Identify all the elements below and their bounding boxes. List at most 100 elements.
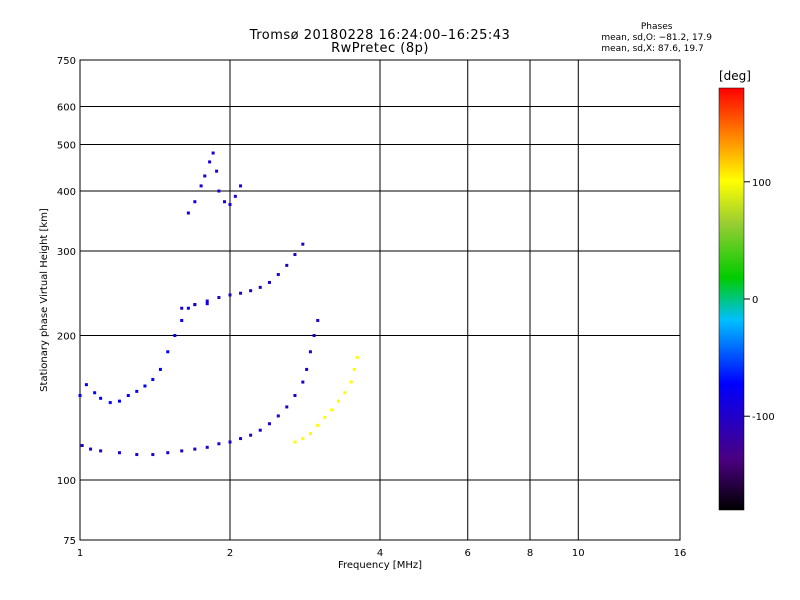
x-tick-label: 1 bbox=[77, 548, 83, 559]
data-point bbox=[276, 414, 280, 418]
data-point bbox=[239, 184, 243, 188]
data-point bbox=[349, 380, 353, 384]
data-point bbox=[217, 296, 221, 300]
data-point bbox=[285, 263, 289, 267]
data-point bbox=[293, 394, 297, 398]
data-point bbox=[135, 453, 139, 457]
data-point bbox=[343, 391, 347, 395]
x-tick-label: 4 bbox=[377, 548, 383, 559]
data-point bbox=[186, 211, 190, 215]
data-point bbox=[117, 451, 121, 455]
data-point bbox=[117, 399, 121, 403]
data-point bbox=[126, 394, 130, 398]
data-point bbox=[193, 303, 197, 307]
data-point bbox=[276, 273, 280, 277]
data-point bbox=[228, 293, 232, 297]
y-tick-label: 500 bbox=[57, 141, 76, 152]
data-point bbox=[258, 285, 262, 289]
data-point bbox=[166, 350, 170, 354]
data-point bbox=[217, 442, 221, 446]
y-tick-label: 750 bbox=[57, 56, 76, 67]
grid-lines bbox=[80, 60, 680, 540]
data-point bbox=[205, 445, 209, 449]
data-point bbox=[352, 367, 356, 371]
data-point bbox=[135, 389, 139, 393]
data-point bbox=[151, 377, 155, 381]
data-point bbox=[158, 367, 162, 371]
data-points bbox=[78, 151, 359, 457]
data-point bbox=[301, 437, 305, 441]
data-point bbox=[180, 318, 184, 322]
data-point bbox=[78, 394, 82, 398]
data-point bbox=[293, 440, 297, 444]
data-point bbox=[249, 289, 253, 293]
colorbar-label: [deg] bbox=[719, 69, 751, 83]
phases-line-o: mean, sd,O: −81.2, 17.9 bbox=[601, 33, 712, 43]
x-axis-label: Frequency [MHz] bbox=[338, 560, 422, 571]
phases-line-x: mean, sd,X: 87.6, 19.7 bbox=[601, 44, 704, 54]
data-point bbox=[215, 169, 219, 173]
colorbar bbox=[718, 87, 745, 511]
data-point bbox=[239, 291, 243, 295]
data-point bbox=[80, 444, 84, 448]
data-point bbox=[308, 432, 312, 436]
data-point bbox=[249, 433, 253, 437]
phases-legend: Phases mean, sd,O: −81.2, 17.9 mean, sd,… bbox=[601, 22, 712, 55]
data-point bbox=[355, 355, 359, 359]
data-point bbox=[228, 440, 232, 444]
data-point bbox=[316, 423, 320, 427]
data-point bbox=[205, 299, 209, 303]
colorbar-tick-label: 100 bbox=[752, 178, 771, 189]
data-point bbox=[143, 384, 147, 388]
data-point bbox=[99, 396, 103, 400]
y-tick-label: 300 bbox=[57, 247, 76, 258]
y-axis-label: Stationary phase Virtual Height [km] bbox=[39, 208, 50, 392]
data-point bbox=[89, 447, 93, 451]
data-point bbox=[193, 200, 197, 204]
data-point bbox=[151, 453, 155, 457]
data-point bbox=[193, 447, 197, 451]
axes: 1 2 4 6 8 10 16 75 100 200 300 400 500 600 750 bbox=[57, 56, 686, 559]
data-point bbox=[93, 391, 97, 395]
data-point bbox=[205, 302, 209, 306]
data-point bbox=[203, 174, 207, 178]
x-tick-label: 16 bbox=[674, 548, 687, 559]
data-point bbox=[267, 280, 271, 284]
data-point bbox=[84, 383, 88, 387]
y-tick-label: 400 bbox=[57, 187, 76, 198]
y-tick-label: 75 bbox=[63, 536, 76, 547]
colorbar-ticks: 100 0 -100 bbox=[744, 178, 775, 423]
chart-subtitle: RwPretec (8p) bbox=[331, 41, 429, 56]
data-point bbox=[239, 437, 243, 441]
x-tick-label: 10 bbox=[572, 548, 585, 559]
colorbar-tick-label: -100 bbox=[752, 412, 775, 423]
data-point bbox=[308, 350, 312, 354]
data-point bbox=[186, 306, 190, 310]
data-point bbox=[108, 401, 112, 405]
data-point bbox=[173, 334, 177, 338]
data-point bbox=[330, 408, 334, 412]
phases-title: Phases bbox=[640, 22, 673, 32]
x-tick-label: 6 bbox=[465, 548, 471, 559]
data-point bbox=[312, 334, 316, 338]
data-point bbox=[233, 194, 237, 198]
data-point bbox=[301, 380, 305, 384]
y-tick-label: 600 bbox=[57, 103, 76, 114]
data-point bbox=[336, 399, 340, 403]
data-point bbox=[199, 184, 203, 188]
colorbar-tick-label: 0 bbox=[752, 295, 758, 306]
data-point bbox=[258, 428, 262, 432]
data-point bbox=[180, 306, 184, 310]
data-point bbox=[316, 318, 320, 322]
data-point bbox=[323, 415, 327, 419]
data-point bbox=[180, 449, 184, 453]
data-point bbox=[301, 242, 305, 246]
data-point bbox=[223, 200, 227, 204]
chart-title: Tromsø 20180228 16:24:00–16:25:43 bbox=[249, 28, 511, 43]
data-point bbox=[99, 449, 103, 453]
data-point bbox=[305, 367, 309, 371]
data-point bbox=[228, 202, 232, 206]
x-tick-label: 2 bbox=[227, 548, 233, 559]
data-point bbox=[211, 151, 215, 155]
